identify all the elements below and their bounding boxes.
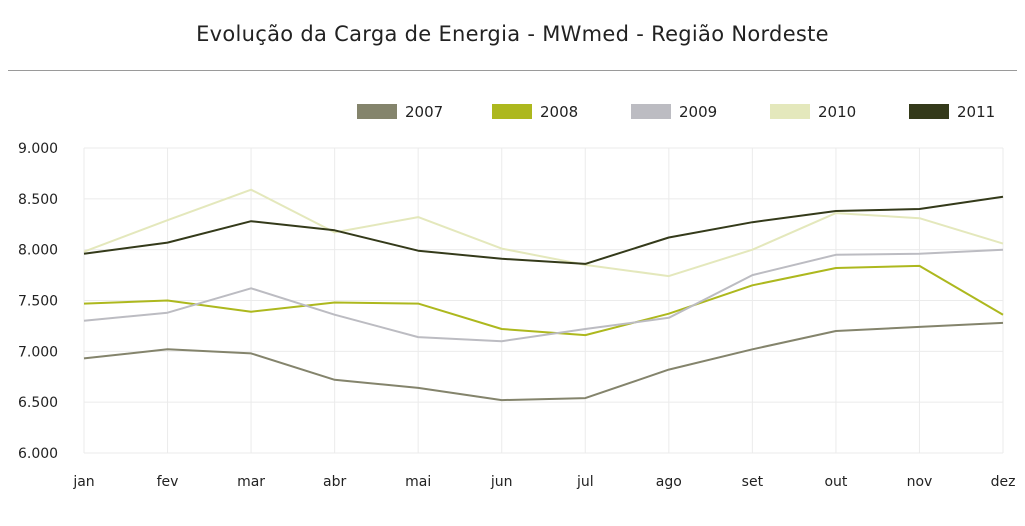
y-tick-label: 9.000: [18, 141, 58, 157]
legend-swatch-2010: [770, 104, 810, 119]
x-axis-ticks: jan fev mar abr mai jun jul ago set out nov dez: [72, 474, 1015, 490]
x-tick-label: set: [742, 474, 764, 490]
series-line-2011: [83, 195, 1004, 265]
x-tick-label: ago: [656, 474, 682, 490]
x-tick-label: out: [824, 474, 847, 490]
legend: 2007 2008 2009 2010 2011: [357, 103, 995, 121]
x-tick-label: nov: [907, 474, 933, 490]
y-tick-label: 7.500: [18, 294, 58, 310]
series-line-2007: [83, 321, 1004, 402]
title-divider: [8, 70, 1017, 71]
legend-swatch-2008: [492, 104, 532, 119]
chart-title: Evolução da Carga de Energia - MWmed - R…: [196, 22, 829, 46]
legend-swatch-2011: [909, 104, 949, 119]
x-tick-label: mar: [237, 474, 265, 490]
legend-label-2010: 2010: [818, 103, 856, 121]
legend-swatch-2009: [631, 104, 671, 119]
y-tick-label: 6.000: [18, 446, 58, 462]
x-tick-label: jun: [490, 474, 513, 490]
x-tick-label: dez: [991, 474, 1016, 490]
legend-label-2007: 2007: [405, 103, 443, 121]
series-line-2010: [83, 188, 1004, 278]
legend-label-2011: 2011: [957, 103, 995, 121]
legend-label-2009: 2009: [679, 103, 717, 121]
y-tick-label: 6.500: [18, 395, 58, 411]
series-line-2008: [83, 264, 1004, 337]
legend-label-2008: 2008: [540, 103, 578, 121]
x-tick-label: abr: [323, 474, 346, 490]
grid-lines: [83, 147, 1004, 454]
x-tick-label: jul: [576, 474, 594, 490]
y-tick-label: 8.000: [18, 243, 58, 259]
series-lines: [83, 188, 1004, 402]
y-axis-ticks: 6.000 6.500 7.000 7.500 8.000 8.500 9.000: [18, 141, 58, 462]
y-tick-label: 7.000: [18, 344, 58, 360]
legend-swatch-2007: [357, 104, 397, 119]
x-tick-label: mai: [405, 474, 431, 490]
x-tick-label: jan: [72, 474, 94, 490]
x-tick-label: fev: [157, 474, 179, 490]
y-tick-label: 8.500: [18, 192, 58, 208]
series-line-2009: [83, 248, 1004, 343]
